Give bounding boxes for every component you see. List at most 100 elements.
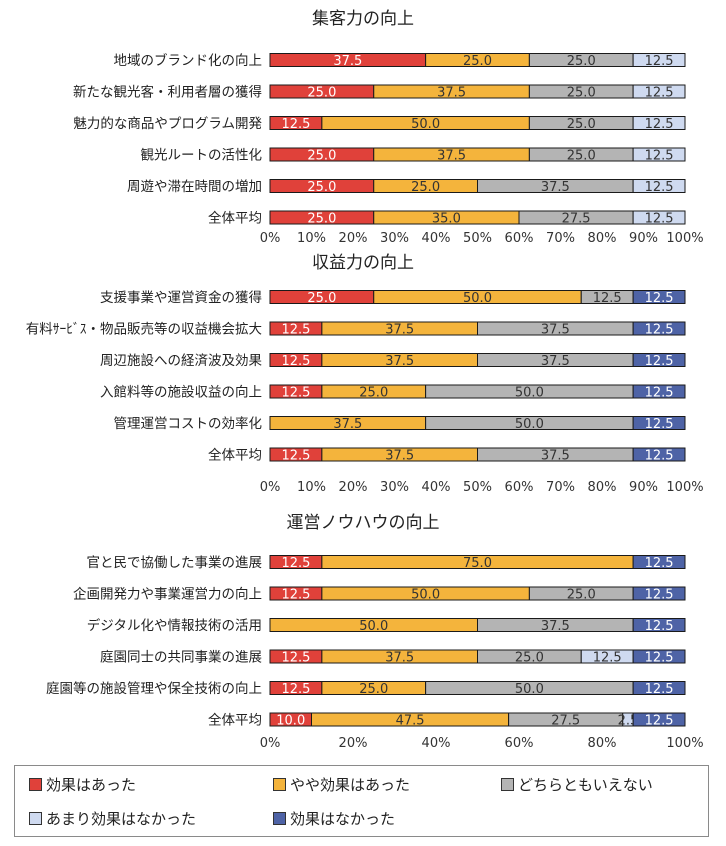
data-label: 12.5 [593,651,622,666]
data-label: 12.5 [645,417,674,432]
data-label: 12.5 [645,149,674,164]
data-label: 12.5 [645,449,674,464]
data-label: 12.5 [645,212,674,227]
data-label: 25.0 [307,291,336,306]
category-label: デジタル化や情報技術の活用 [87,617,262,634]
data-label: 50.0 [463,291,492,306]
data-label: 12.5 [645,386,674,401]
data-label: 12.5 [593,291,622,306]
data-label: 37.5 [541,180,570,195]
x-tick-label: 40% [422,480,451,495]
data-label: 27.5 [562,212,591,227]
data-label: 27.5 [551,714,580,729]
data-label: 50.0 [359,619,388,634]
bar-segment-not-effective [632,649,686,664]
x-tick-label: 50% [463,231,492,246]
legend-label-not-effective: 効果はなかった [290,810,396,828]
category-label: 庭園同士の共同事業の進展 [100,649,262,666]
bar-segment-not-effective [632,555,686,569]
data-label: 37.5 [541,619,570,634]
chart-title: 集客力の向上 [312,9,414,29]
x-tick-label: 60% [505,231,534,246]
data-label: 50.0 [411,117,440,132]
category-label: 新たな観光客・利用者層の獲得 [73,84,262,101]
legend-swatch-neutral [501,778,514,791]
bar-segment-not-effective [632,321,686,336]
data-label: 12.5 [281,386,310,401]
data-label: 12.5 [645,354,674,369]
data-label: 50.0 [515,386,544,401]
data-label: 12.5 [645,714,674,729]
legend-item-not-very-effective: あまり効果はなかった [29,810,196,828]
x-tick-label: 40% [422,736,451,751]
data-label: 37.5 [385,449,414,464]
category-label: 入館料等の施設収益の向上 [100,384,262,401]
data-label: 12.5 [281,588,310,603]
data-label: 12.5 [281,449,310,464]
data-label: 50.0 [515,417,544,432]
category-label: 庭園等の施設管理や保全技術の向上 [46,680,262,697]
data-label: 25.0 [567,86,596,101]
x-tick-label: 70% [546,480,575,495]
bar-segment-not-effective [632,618,686,632]
data-label: 37.5 [541,354,570,369]
category-label: 全体平均 [208,712,262,729]
legend-label-not-very-effective: あまり効果はなかった [46,810,197,828]
bar-segment-not-effective [632,384,686,399]
legend: 効果はあった やや効果はあった どちらともいえない あまり効果はなかった 効果は… [14,765,709,837]
legend-item-neutral: どちらともいえない [501,776,653,794]
x-tick-label: 60% [505,736,534,751]
data-label: 37.5 [385,651,414,666]
data-label: 25.0 [567,54,596,69]
x-tick-label: 50% [463,480,492,495]
data-label: 12.5 [281,323,310,338]
category-label: 観光ルートの活性化 [141,147,263,164]
data-label: 10.0 [276,714,305,729]
stacked-bar-charts: 集客力の向上 0% 10% 20% 30% 40% 50% 60% 70% 80% 90% 100% 地… [26,9,704,751]
data-label: 25.0 [359,682,388,697]
data-label: 12.5 [645,556,674,571]
data-label: 12.5 [645,682,674,697]
x-tick-label: 20% [339,231,368,246]
data-label: 75.0 [463,556,492,571]
data-label: 25.0 [359,386,388,401]
data-label: 12.5 [281,354,310,369]
bar-segment-not-very-effective [632,210,686,225]
data-label: 50.0 [411,588,440,603]
data-label: 37.5 [385,323,414,338]
bar-segment-not-effective [632,290,686,304]
x-tick-label: 30% [380,480,409,495]
data-label: 50.0 [515,682,544,697]
x-tick-label: 0% [260,480,281,495]
x-tick-label: 20% [339,480,368,495]
data-label: 25.0 [567,149,596,164]
x-tick-label: 20% [339,736,368,751]
legend-swatch-not-very-effective [29,812,42,825]
data-label: 12.5 [645,117,674,132]
data-label: 12.5 [645,619,674,634]
data-label: 12.5 [645,86,674,101]
data-label: 37.5 [437,149,466,164]
data-label: 12.5 [645,291,674,306]
data-label: 12.5 [645,588,674,603]
bar-segment-not-effective [632,681,686,695]
x-tick-label: 100% [666,736,703,751]
data-label: 12.5 [645,323,674,338]
chart-shueki: 収益力の向上 0% 10% 20% 30% 40% 50% 60% 70% 80% 90% 100% 支… [26,253,704,495]
category-label: 魅力的な商品やプログラム開発 [73,116,262,132]
data-label: 12.5 [281,117,310,132]
data-label: 25.0 [463,54,492,69]
category-label: 周遊や滞在時間の増加 [127,179,262,195]
bar-segment-not-effective [632,712,686,727]
bar-segment-not-very-effective [632,116,686,130]
x-tick-label: 80% [588,480,617,495]
category-label: 企画開発力や事業運営力の向上 [73,586,262,603]
legend-item-not-effective: 効果はなかった [273,810,395,828]
chart-title: 収益力の向上 [312,253,414,273]
bar-segment-not-very-effective [632,84,686,99]
bar-segment-not-very-effective [632,179,686,193]
data-label: 12.5 [281,682,310,697]
data-label: 37.5 [541,449,570,464]
data-label: 25.0 [307,180,336,195]
bar-segment-not-very-effective [632,53,686,67]
